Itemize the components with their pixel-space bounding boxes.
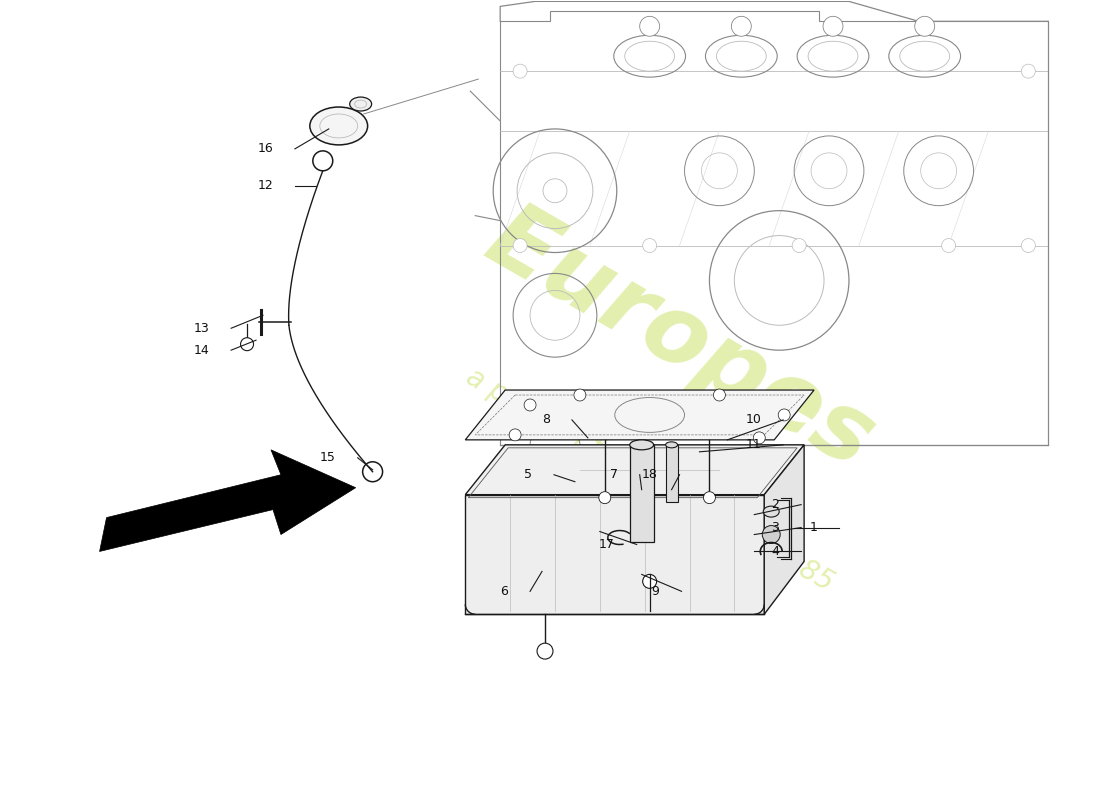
Ellipse shape [629, 440, 653, 450]
Text: 7: 7 [609, 468, 618, 482]
Circle shape [1022, 64, 1035, 78]
Text: 17: 17 [598, 538, 615, 551]
Circle shape [823, 16, 843, 36]
Text: 2: 2 [771, 498, 779, 511]
Circle shape [942, 238, 956, 253]
Polygon shape [465, 390, 814, 440]
Ellipse shape [350, 97, 372, 111]
Text: 5: 5 [524, 468, 532, 482]
Text: 8: 8 [542, 414, 550, 426]
Circle shape [792, 238, 806, 253]
Circle shape [513, 64, 527, 78]
Circle shape [714, 389, 725, 401]
Text: 3: 3 [771, 521, 779, 534]
Polygon shape [465, 494, 764, 614]
Polygon shape [465, 445, 804, 494]
Circle shape [915, 16, 935, 36]
Circle shape [1022, 238, 1035, 253]
Circle shape [762, 526, 780, 543]
Circle shape [598, 492, 611, 504]
Text: 16: 16 [257, 142, 273, 155]
Circle shape [778, 409, 790, 421]
Text: 11: 11 [746, 438, 761, 451]
Ellipse shape [763, 506, 779, 517]
Circle shape [642, 238, 657, 253]
Text: 13: 13 [194, 322, 209, 334]
Ellipse shape [310, 107, 367, 145]
Text: 9: 9 [651, 585, 660, 598]
Text: Europes: Europes [470, 193, 889, 488]
Text: 1: 1 [810, 521, 817, 534]
Circle shape [704, 492, 715, 504]
Polygon shape [666, 445, 678, 502]
Polygon shape [764, 445, 804, 614]
Text: 6: 6 [500, 585, 508, 598]
Circle shape [574, 389, 586, 401]
Circle shape [509, 429, 521, 441]
Text: 12: 12 [257, 179, 273, 192]
Circle shape [241, 338, 253, 350]
Text: 4: 4 [771, 545, 779, 558]
Polygon shape [100, 450, 355, 551]
Circle shape [732, 16, 751, 36]
Text: a passion for parts since 1985: a passion for parts since 1985 [461, 362, 838, 597]
Text: 15: 15 [320, 451, 336, 464]
Circle shape [640, 16, 660, 36]
Polygon shape [629, 445, 653, 542]
Circle shape [513, 238, 527, 253]
Circle shape [537, 643, 553, 659]
Circle shape [642, 574, 657, 588]
Ellipse shape [666, 442, 678, 448]
Circle shape [754, 432, 766, 444]
Text: 18: 18 [641, 468, 658, 482]
Circle shape [524, 399, 536, 411]
Text: 10: 10 [746, 414, 761, 426]
Text: 14: 14 [194, 344, 209, 357]
